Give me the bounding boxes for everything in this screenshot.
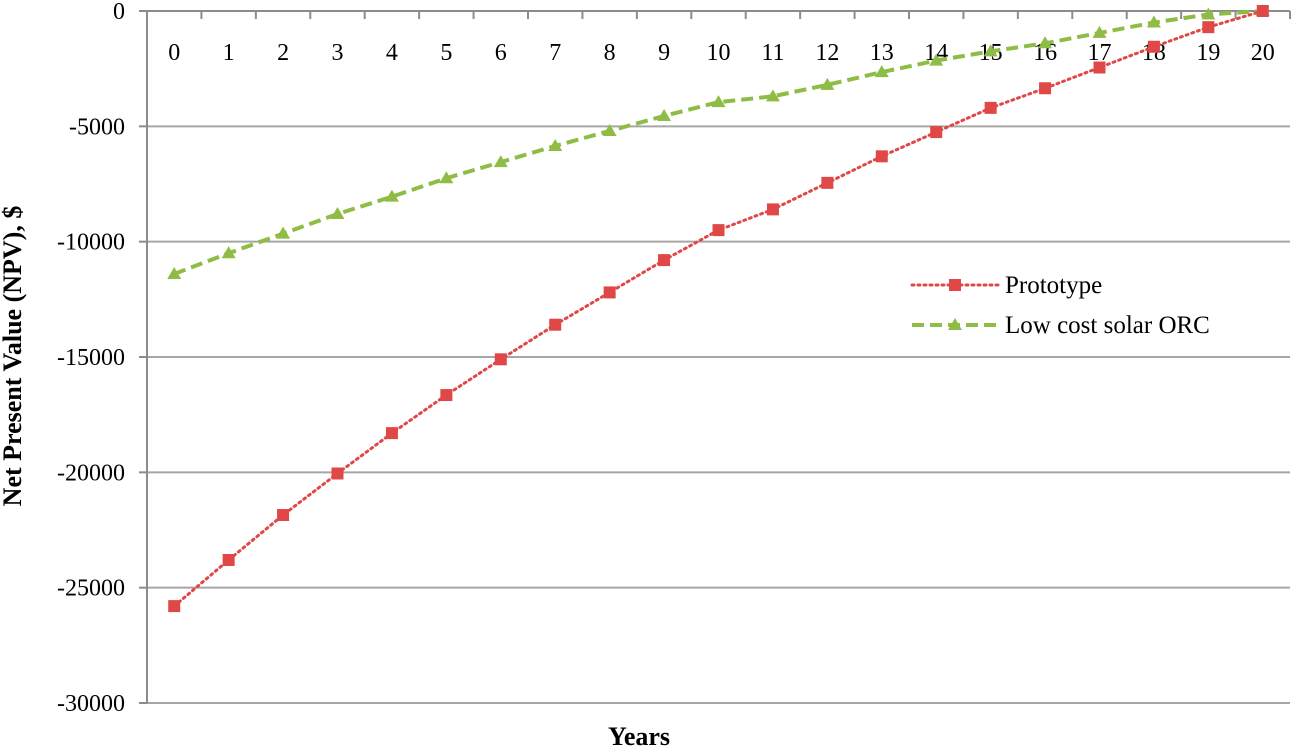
data-point-marker <box>549 318 562 331</box>
gridlines <box>147 125 1290 704</box>
data-point-marker <box>658 254 671 267</box>
data-point-marker <box>1202 21 1215 34</box>
data-point-marker <box>657 108 672 121</box>
legend: Prototype Low cost solar ORC <box>910 272 1210 339</box>
data-point-marker <box>167 266 182 279</box>
y-tick-label: 0 <box>113 0 125 25</box>
legend-marker <box>948 318 962 330</box>
data-point-marker <box>875 150 888 163</box>
series-layer <box>167 4 1270 613</box>
data-point-marker <box>1201 7 1216 20</box>
data-point-marker <box>984 101 997 114</box>
x-tick-label: 5 <box>440 40 452 66</box>
y-axis-title: Net Present Value (NPV), $ <box>0 206 27 507</box>
data-point-marker <box>930 126 943 139</box>
data-point-marker <box>330 206 345 219</box>
x-tick-label: 1 <box>223 40 235 66</box>
y-tick-label: -20000 <box>57 460 125 486</box>
x-tick-label: 7 <box>549 40 561 66</box>
x-tick-label: 2 <box>277 40 289 66</box>
x-tick-label: 20 <box>1251 40 1275 66</box>
legend-marker <box>949 279 961 291</box>
x-tick-label: 6 <box>495 40 507 66</box>
legend-label: Prototype <box>1005 272 1102 299</box>
y-tick-label: -5000 <box>69 114 125 140</box>
y-tick-label: -10000 <box>57 230 125 256</box>
series-0 <box>168 5 1269 613</box>
data-point-marker <box>1146 15 1161 28</box>
y-tick-label: -30000 <box>57 691 125 717</box>
x-tick-label: 9 <box>658 40 670 66</box>
y-tick-label: -25000 <box>57 576 125 602</box>
data-point-marker <box>603 286 616 299</box>
data-point-marker <box>384 189 399 202</box>
data-point-marker <box>331 467 344 480</box>
x-tick-label: 13 <box>870 40 894 66</box>
x-axis-title: Years <box>608 722 670 746</box>
axes <box>139 10 1291 704</box>
y-tick-label: -15000 <box>57 345 125 371</box>
data-point-marker <box>494 353 507 366</box>
data-point-marker <box>1256 5 1269 17</box>
data-point-marker <box>929 53 944 66</box>
data-point-marker <box>874 65 889 78</box>
y-tick-labels: 0 -5000 -10000 -15000 -20000 -25000 -30000 <box>57 0 125 717</box>
data-point-marker <box>711 95 726 108</box>
x-tick-label: 19 <box>1196 40 1220 66</box>
data-point-marker <box>439 171 454 184</box>
x-tick-label: 8 <box>604 40 616 66</box>
data-point-marker <box>602 123 617 136</box>
legend-item: Prototype <box>910 272 1102 299</box>
data-point-marker <box>440 389 453 402</box>
data-point-marker <box>168 600 181 613</box>
series-line <box>173 9 1263 276</box>
data-point-marker <box>1038 36 1053 49</box>
data-point-marker <box>548 138 563 151</box>
x-tick-labels: 01234567891011121314151617181920 <box>168 40 1275 66</box>
x-tick-label: 11 <box>761 40 784 66</box>
data-point-marker <box>385 427 398 440</box>
data-point-marker <box>493 155 508 168</box>
data-point-marker <box>1039 82 1052 95</box>
x-tick-label: 4 <box>386 40 398 66</box>
data-point-marker <box>221 246 236 259</box>
legend-item: Low cost solar ORC <box>912 312 1210 339</box>
x-tick-label: 12 <box>815 40 839 66</box>
data-point-marker <box>983 44 998 57</box>
legend-label: Low cost solar ORC <box>1005 312 1210 339</box>
data-point-marker <box>765 89 780 102</box>
x-tick-label: 3 <box>332 40 344 66</box>
data-point-marker <box>712 224 725 237</box>
x-tick-label: 10 <box>707 40 731 66</box>
data-point-marker <box>222 553 235 566</box>
data-point-marker <box>766 203 779 216</box>
data-point-marker <box>276 226 291 239</box>
data-point-marker <box>1147 40 1160 53</box>
x-tick-label: 0 <box>168 40 180 66</box>
data-point-marker <box>1093 61 1106 74</box>
data-point-marker <box>821 176 834 189</box>
data-point-marker <box>1092 25 1107 38</box>
data-point-marker <box>277 509 290 522</box>
data-point-marker <box>820 77 835 90</box>
